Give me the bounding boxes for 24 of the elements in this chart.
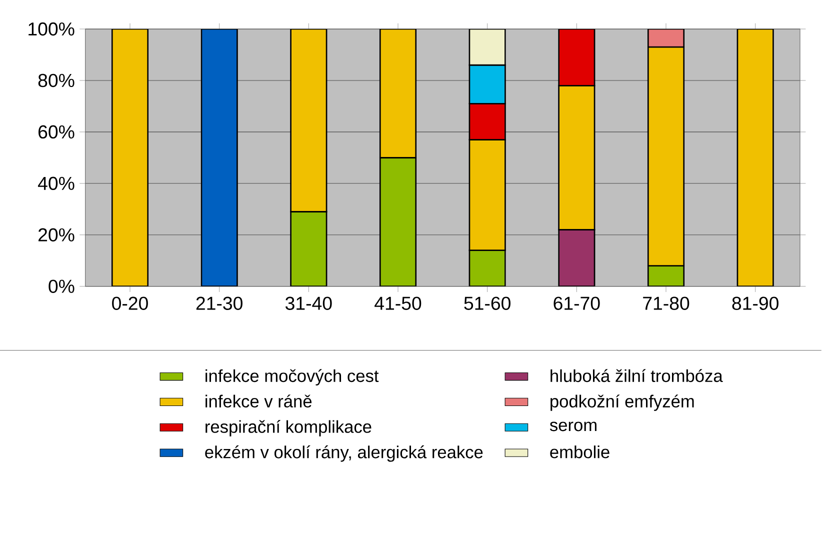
legend-label: infekce močových cest bbox=[206, 369, 379, 386]
legend-label: podkožní emfyzém bbox=[550, 394, 694, 411]
x-tick-label: 41-50 bbox=[374, 296, 422, 310]
x-tick-label: 51-60 bbox=[464, 296, 510, 310]
y-tick-label: 100% bbox=[28, 22, 74, 36]
y-tick-label: 40% bbox=[38, 176, 74, 190]
x-tick-label: 61-70 bbox=[554, 296, 600, 310]
bar bbox=[200, 29, 238, 286]
x-tick-label: 0-20 bbox=[112, 296, 148, 310]
legend-label: serom bbox=[550, 422, 596, 432]
x-tick-label: 21-30 bbox=[196, 296, 242, 310]
x-tick-label: 81-90 bbox=[732, 296, 778, 310]
y-tick-label: 0% bbox=[48, 280, 74, 293]
bar bbox=[111, 29, 149, 286]
legend-label: respirační komplikace bbox=[206, 420, 372, 436]
y-tick-label: 80% bbox=[38, 74, 74, 88]
legend-label: infekce v ráně bbox=[206, 394, 312, 408]
legend-label: hluboká žilní trombóza bbox=[550, 369, 723, 382]
legend-label: ekzém v okolí rány, alergická reakce bbox=[205, 445, 483, 462]
legend-label: embolie bbox=[550, 446, 610, 458]
x-tick-label: 71-80 bbox=[643, 296, 690, 310]
y-tick-label: 20% bbox=[38, 228, 74, 242]
x-tick-label: 31-40 bbox=[286, 296, 332, 310]
y-tick-label: 60% bbox=[38, 125, 74, 139]
